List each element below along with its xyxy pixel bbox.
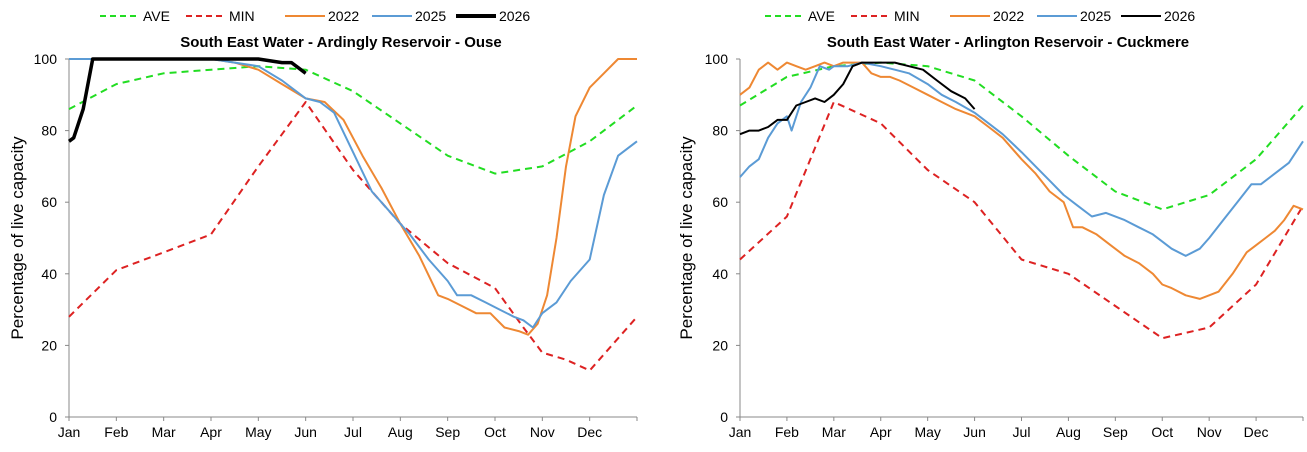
series-line-2025 [69, 58, 638, 329]
legend: AVE MIN 2022 2025 2026 [765, 8, 1195, 24]
x-tick-label: Feb [104, 424, 128, 440]
series-line-min [739, 101, 1304, 340]
chart-title: South East Water - Arlington Reservoir -… [827, 34, 1189, 51]
chart-panel-2: AVE MIN 2022 2025 2026 South East Water - Arl… [677, 8, 1304, 440]
series-line-ave [739, 61, 1304, 211]
x-tick-label: Jan [58, 424, 81, 440]
legend: AVE MIN 2022 2025 2026 [100, 8, 530, 24]
legend-label-2026: 2026 [1164, 8, 1195, 24]
y-tick-label: 100 [705, 51, 729, 67]
y-axis-label: Percentage of live capacity [8, 136, 27, 340]
series-line-2026 [67, 57, 307, 143]
y-tick-label: 60 [41, 194, 57, 210]
y-tick-label: 0 [720, 409, 728, 425]
x-tick-label: Oct [484, 424, 506, 440]
x-tick-label: May [245, 424, 271, 440]
x-tick-label: Apr [200, 424, 222, 440]
x-tick-label: Sep [1103, 424, 1128, 440]
y-axis-label: Percentage of live capacity [677, 136, 696, 340]
x-tick-label: Jul [344, 424, 362, 440]
x-tick-label: Jul [1013, 424, 1031, 440]
x-tick-label: Aug [1056, 424, 1081, 440]
x-tick-label: Jun [294, 424, 317, 440]
series-line-2026 [739, 61, 976, 136]
x-tick-label: Jan [729, 424, 752, 440]
y-tick-label: 80 [712, 123, 728, 139]
x-tick-label: Oct [1151, 424, 1173, 440]
y-tick-label: 20 [41, 337, 57, 353]
series-line-2025 [739, 61, 1304, 257]
legend-label-ave: AVE [143, 8, 170, 24]
x-tick-label: Jun [963, 424, 986, 440]
x-tick-label: Nov [1197, 424, 1222, 440]
y-tick-label: 0 [49, 409, 57, 425]
x-tick-label: May [914, 424, 940, 440]
legend-label-2025: 2025 [1080, 8, 1111, 24]
x-tick-label: Dec [1244, 424, 1269, 440]
series-line-ave [68, 65, 638, 175]
y-tick-label: 100 [34, 51, 58, 67]
legend-label-min: MIN [894, 8, 920, 24]
x-tick-label: Mar [152, 424, 176, 440]
y-tick-label: 60 [712, 194, 728, 210]
chart-panel-1: AVE MIN 2022 2025 2026 South East Water - Ard… [8, 8, 638, 440]
legend-label-min: MIN [229, 8, 255, 24]
y-tick-label: 40 [712, 266, 728, 282]
series-line-2022 [739, 61, 1304, 300]
legend-label-2025: 2025 [415, 8, 446, 24]
x-tick-label: Dec [577, 424, 602, 440]
x-tick-label: Aug [388, 424, 413, 440]
y-tick-label: 20 [712, 337, 728, 353]
chart-title: South East Water - Ardingly Reservoir - … [180, 34, 501, 51]
x-tick-label: Mar [822, 424, 846, 440]
x-tick-label: Sep [435, 424, 460, 440]
y-tick-label: 40 [41, 266, 57, 282]
y-tick-label: 80 [41, 123, 57, 139]
legend-label-2022: 2022 [993, 8, 1024, 24]
series-line-2022 [69, 58, 637, 336]
x-tick-label: Feb [775, 424, 799, 440]
legend-label-2026: 2026 [499, 8, 530, 24]
legend-label-2022: 2022 [328, 8, 359, 24]
series-line-min [68, 101, 638, 372]
x-tick-label: Apr [870, 424, 892, 440]
x-tick-label: Nov [530, 424, 555, 440]
legend-label-ave: AVE [808, 8, 835, 24]
